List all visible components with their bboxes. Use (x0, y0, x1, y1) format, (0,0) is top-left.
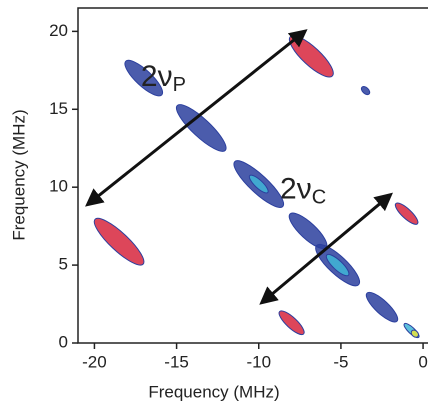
annotation-subscript: C (312, 187, 326, 209)
annotation: 2νP (141, 60, 186, 96)
contour-peak (93, 217, 145, 266)
x-axis-label: Frequency (MHz) (148, 382, 279, 401)
annotation-text: 2ν (280, 172, 312, 205)
annotation-arrow (259, 192, 393, 305)
y-tick-label: 15 (49, 99, 68, 118)
y-tick-label: 10 (49, 177, 68, 196)
contour-peak (278, 310, 305, 336)
x-tick-label: -5 (333, 352, 348, 371)
contour-peak (410, 329, 419, 338)
annotation-subscript: P (173, 74, 186, 96)
annotation-arrow (85, 29, 308, 207)
x-tick-label: 0 (418, 352, 427, 371)
annotation-text: 2ν (141, 60, 173, 93)
annotation: 2νC (280, 172, 326, 208)
plot-frame (77, 7, 428, 344)
contour-peak (394, 202, 419, 225)
contour-peak (365, 291, 399, 323)
y-tick-label: 0 (59, 332, 68, 351)
x-tick-label: -20 (82, 352, 107, 371)
x-tick-label: -10 (246, 352, 271, 371)
contour-peak (360, 86, 371, 96)
x-tick-label: -15 (164, 352, 189, 371)
contour-peak (288, 35, 334, 78)
contour-peak (175, 104, 227, 152)
y-tick-label: 5 (59, 255, 68, 274)
y-axis-label: Frequency (MHz) (9, 109, 28, 240)
y-tick-label: 20 (49, 21, 68, 40)
